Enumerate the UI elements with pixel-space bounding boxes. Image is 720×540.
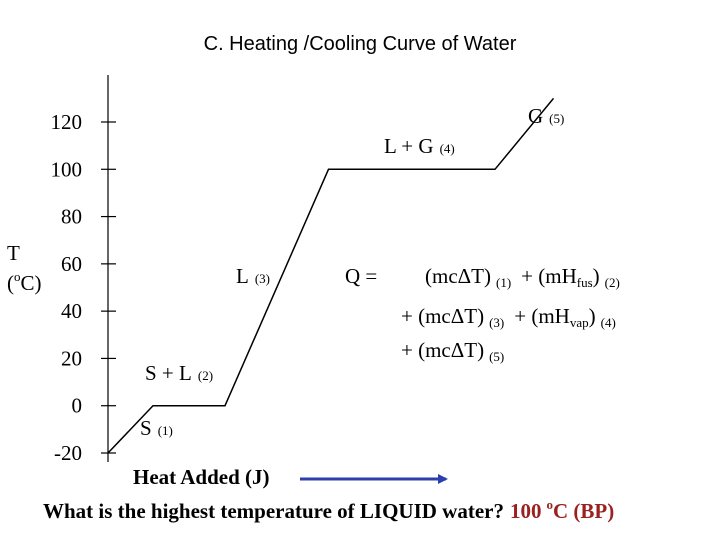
y-tick-label: 100 xyxy=(51,157,83,181)
y-tick-labels: 120 100 80 60 40 20 0 -20 xyxy=(51,110,83,465)
equation-line-3: + (mcΔT) (5) xyxy=(401,338,504,364)
y-tick-label: 80 xyxy=(61,205,82,229)
phase-label-l-g: L + G (4) xyxy=(384,134,455,158)
page-title: C. Heating /Cooling Curve of Water xyxy=(203,33,517,55)
y-axis-symbol: T xyxy=(7,241,20,265)
y-tick-label: -20 xyxy=(54,441,82,465)
phase-label-g: G (5) xyxy=(528,104,564,128)
equation-line-1: Q = (mcΔT) (1) + (mHfus) (2) xyxy=(345,264,620,290)
y-tick-label: 120 xyxy=(51,110,83,134)
phase-label-s: S (1) xyxy=(140,416,173,440)
equation-line-2: + (mcΔT) (3) + (mHvap) (4) xyxy=(401,304,616,330)
x-axis-label: Heat Added (J) xyxy=(133,465,270,489)
y-tick-label: 0 xyxy=(72,394,83,418)
y-tick-label: 60 xyxy=(61,252,82,276)
phase-label-l: L (3) xyxy=(236,264,270,288)
question-text: What is the highest temperature of LIQUI… xyxy=(43,497,614,523)
heating-curve-line xyxy=(107,97,555,454)
y-axis-unit: (oC) xyxy=(7,269,42,295)
y-tick-label: 40 xyxy=(61,299,82,323)
y-tick-label: 20 xyxy=(61,346,82,370)
phase-label-s-l: S + L (2) xyxy=(145,361,213,385)
